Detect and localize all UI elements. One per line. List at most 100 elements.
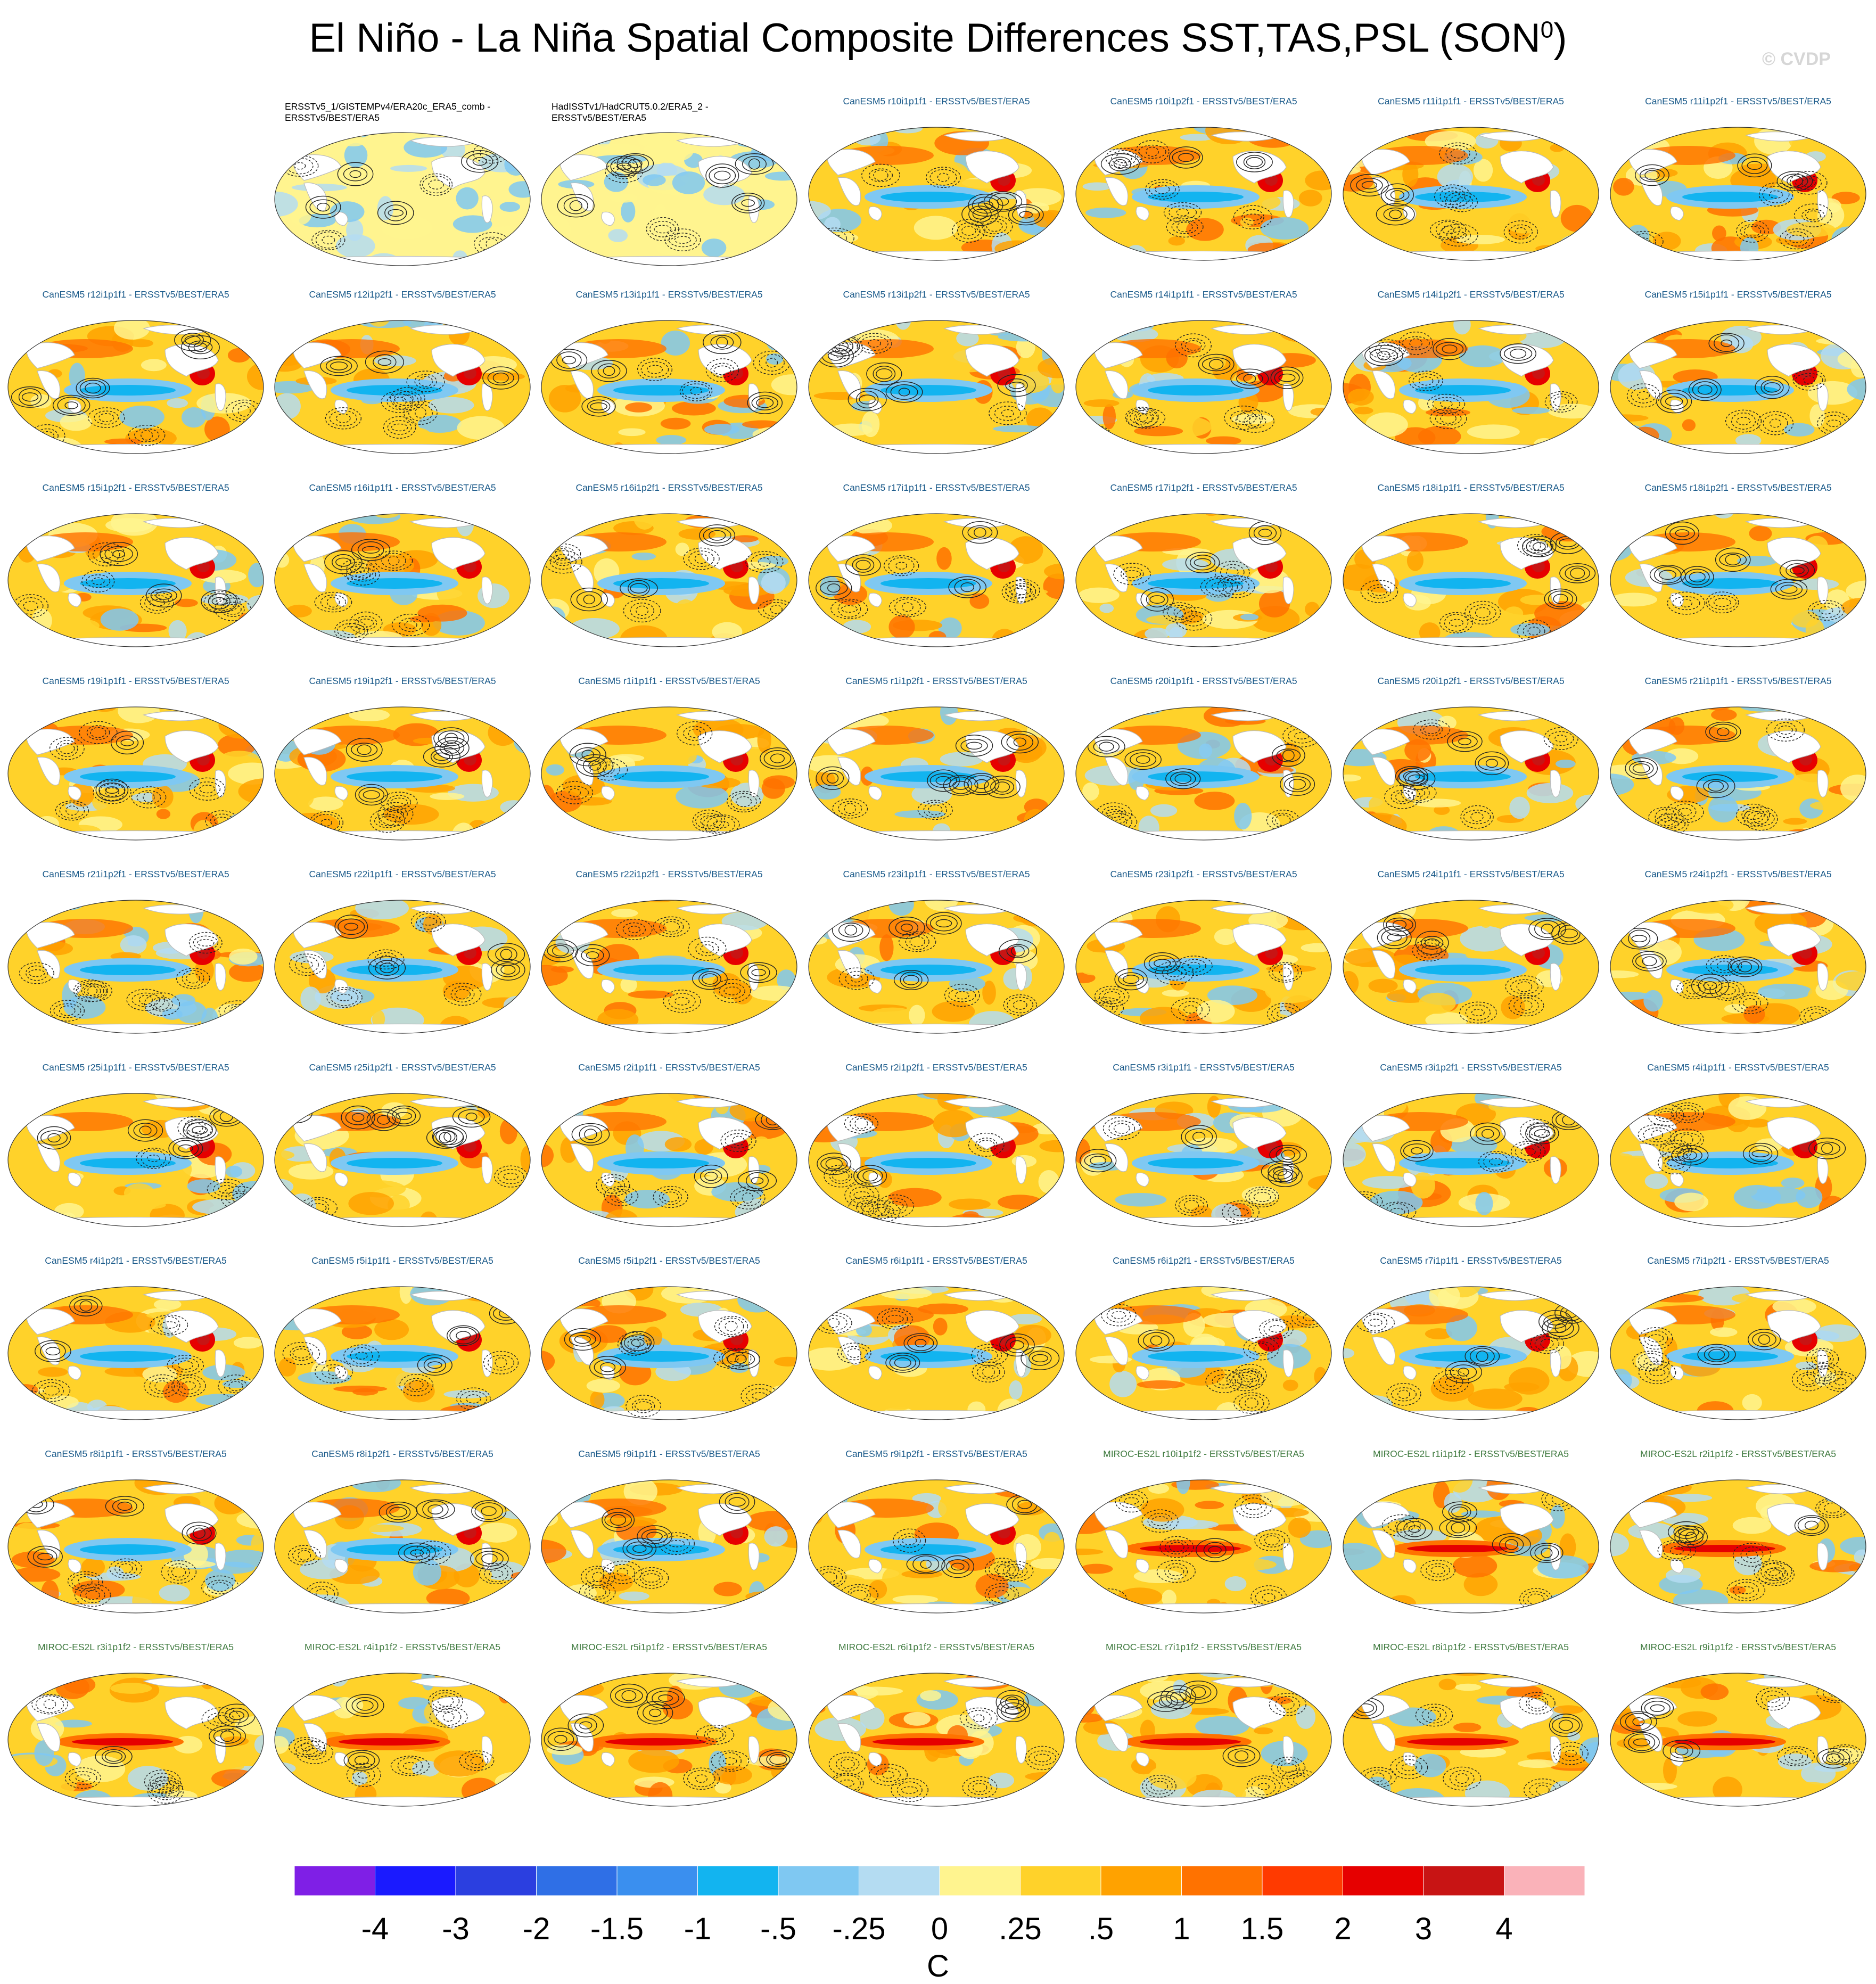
panel-title: CanESM5 r20i1p1f1 - ERSSTv5/BEST/ERA5 <box>1110 676 1297 686</box>
panel-title: CanESM5 r10i1p2f1 - ERSSTv5/BEST/ERA5 <box>1110 96 1297 106</box>
robinson-map <box>7 1093 264 1227</box>
colorbar-tick-label: -4 <box>361 1912 389 1946</box>
panel-title: CanESM5 r15i1p2f1 - ERSSTv5/BEST/ERA5 <box>42 482 229 493</box>
panel-title: CanESM5 r21i1p2f1 - ERSSTv5/BEST/ERA5 <box>42 869 229 879</box>
map-panel: CanESM5 r12i1p1f1 - ERSSTv5/BEST/ERA5 <box>5 289 266 475</box>
robinson-map <box>1075 1093 1332 1227</box>
map-panel: CanESM5 r14i1p2f1 - ERSSTv5/BEST/ERA5 <box>1340 289 1601 475</box>
map-panel: MIROC-ES2L r6i1p1f2 - ERSSTv5/BEST/ERA5 <box>806 1642 1067 1828</box>
map-panel: CanESM5 r7i1p2f1 - ERSSTv5/BEST/ERA5 <box>1608 1255 1869 1442</box>
panel-title: CanESM5 r17i1p1f1 - ERSSTv5/BEST/ERA5 <box>843 482 1030 493</box>
panel-title: CanESM5 r25i1p1f1 - ERSSTv5/BEST/ERA5 <box>42 1062 229 1073</box>
robinson-map <box>808 1093 1065 1227</box>
map-panel: CanESM5 r6i1p1f1 - ERSSTv5/BEST/ERA5 <box>806 1255 1067 1442</box>
panel-title: CanESM5 r7i1p2f1 - ERSSTv5/BEST/ERA5 <box>1647 1255 1829 1266</box>
robinson-map <box>808 1673 1065 1807</box>
robinson-map <box>274 706 531 841</box>
robinson-map <box>541 1479 797 1613</box>
map-panel: CanESM5 r22i1p2f1 - ERSSTv5/BEST/ERA5 <box>539 869 800 1055</box>
colorbar-units: C <box>927 1949 949 1983</box>
map-panel: CanESM5 r24i1p2f1 - ERSSTv5/BEST/ERA5 <box>1608 869 1869 1055</box>
map-panel: CanESM5 r17i1p1f1 - ERSSTv5/BEST/ERA5 <box>806 482 1067 669</box>
colorbar-swatch <box>1100 1866 1182 1896</box>
map-panel: CanESM5 r1i1p2f1 - ERSSTv5/BEST/ERA5 <box>806 676 1067 862</box>
robinson-map <box>541 1286 797 1420</box>
panel-title: CanESM5 r23i1p2f1 - ERSSTv5/BEST/ERA5 <box>1110 869 1297 879</box>
panel-title: CanESM5 r6i1p1f1 - ERSSTv5/BEST/ERA5 <box>845 1255 1027 1266</box>
map-panel: HadISSTv1/HadCRUT5.0.2/ERA5_2 - ERSSTv5/… <box>539 101 800 287</box>
map-panel: CanESM5 r12i1p2f1 - ERSSTv5/BEST/ERA5 <box>272 289 533 475</box>
map-panel: CanESM5 r16i1p2f1 - ERSSTv5/BEST/ERA5 <box>539 482 800 669</box>
panel-title: CanESM5 r8i1p1f1 - ERSSTv5/BEST/ERA5 <box>45 1448 227 1459</box>
map-panel: CanESM5 r3i1p1f1 - ERSSTv5/BEST/ERA5 <box>1073 1062 1334 1248</box>
map-panel: CanESM5 r11i1p1f1 - ERSSTv5/BEST/ERA5 <box>1340 96 1601 282</box>
map-panel: CanESM5 r21i1p1f1 - ERSSTv5/BEST/ERA5 <box>1608 676 1869 862</box>
panel-title: CanESM5 r22i1p1f1 - ERSSTv5/BEST/ERA5 <box>309 869 496 879</box>
panel-title: CanESM5 r3i1p1f1 - ERSSTv5/BEST/ERA5 <box>1113 1062 1295 1073</box>
panel-title: MIROC-ES2L r6i1p1f2 - ERSSTv5/BEST/ERA5 <box>838 1642 1034 1652</box>
robinson-map <box>1343 900 1599 1034</box>
robinson-map <box>1610 706 1866 841</box>
copyright-label: © CVDP <box>1762 49 1831 69</box>
colorbar-tick-label: 2 <box>1334 1912 1352 1946</box>
robinson-map <box>1610 1093 1866 1227</box>
colorbar-tick-label: -2 <box>522 1912 550 1946</box>
robinson-map <box>1343 513 1599 647</box>
map-panel: CanESM5 r20i1p1f1 - ERSSTv5/BEST/ERA5 <box>1073 676 1334 862</box>
map-panel: CanESM5 r2i1p2f1 - ERSSTv5/BEST/ERA5 <box>806 1062 1067 1248</box>
panel-title: CanESM5 r1i1p2f1 - ERSSTv5/BEST/ERA5 <box>845 676 1027 686</box>
map-panel: CanESM5 r8i1p1f1 - ERSSTv5/BEST/ERA5 <box>5 1448 266 1635</box>
robinson-map <box>1343 1673 1599 1807</box>
panel-title: CanESM5 r21i1p1f1 - ERSSTv5/BEST/ERA5 <box>1644 676 1832 686</box>
robinson-map <box>274 513 531 647</box>
title-text: El Niño - La Niña Spatial Composite Diff… <box>309 15 1541 61</box>
panel-title: HadISSTv1/HadCRUT5.0.2/ERA5_2 - ERSSTv5/… <box>552 101 709 123</box>
map-panel: CanESM5 r6i1p2f1 - ERSSTv5/BEST/ERA5 <box>1073 1255 1334 1442</box>
panel-title: CanESM5 r16i1p2f1 - ERSSTv5/BEST/ERA5 <box>575 482 763 493</box>
panel-title: CanESM5 r22i1p2f1 - ERSSTv5/BEST/ERA5 <box>575 869 763 879</box>
robinson-map <box>274 1286 531 1420</box>
map-panel: MIROC-ES2L r10i1p1f2 - ERSSTv5/BEST/ERA5 <box>1073 1448 1334 1635</box>
robinson-map <box>1075 706 1332 841</box>
map-panel: CanESM5 r24i1p1f1 - ERSSTv5/BEST/ERA5 <box>1340 869 1601 1055</box>
robinson-map <box>541 1093 797 1227</box>
map-panel: CanESM5 r3i1p2f1 - ERSSTv5/BEST/ERA5 <box>1340 1062 1601 1248</box>
robinson-map <box>1075 127 1332 261</box>
robinson-map <box>274 320 531 454</box>
map-panel: CanESM5 r9i1p2f1 - ERSSTv5/BEST/ERA5 <box>806 1448 1067 1635</box>
robinson-map <box>1610 513 1866 647</box>
map-panel: MIROC-ES2L r4i1p1f2 - ERSSTv5/BEST/ERA5 <box>272 1642 533 1828</box>
colorbar-tick-label: -1.5 <box>590 1912 644 1946</box>
robinson-map <box>1343 320 1599 454</box>
panel-title: CanESM5 r5i1p1f1 - ERSSTv5/BEST/ERA5 <box>311 1255 493 1266</box>
robinson-map <box>541 320 797 454</box>
panel-title: CanESM5 r23i1p1f1 - ERSSTv5/BEST/ERA5 <box>843 869 1030 879</box>
map-panel: CanESM5 r4i1p2f1 - ERSSTv5/BEST/ERA5 <box>5 1255 266 1442</box>
robinson-map <box>1343 127 1599 261</box>
map-panel: MIROC-ES2L r5i1p1f2 - ERSSTv5/BEST/ERA5 <box>539 1642 800 1828</box>
robinson-map <box>7 1479 264 1613</box>
colorbar-swatch <box>778 1866 859 1896</box>
map-panel: ERSSTv5_1/GISTEMPv4/ERA20c_ERA5_comb - E… <box>272 101 533 287</box>
figure-title: El Niño - La Niña Spatial Composite Diff… <box>0 15 1876 61</box>
colorbar-swatch <box>697 1866 779 1896</box>
colorbar-swatch <box>536 1866 618 1896</box>
robinson-map <box>808 1479 1065 1613</box>
robinson-map <box>808 706 1065 841</box>
map-panel: MIROC-ES2L r2i1p1f2 - ERSSTv5/BEST/ERA5 <box>1608 1448 1869 1635</box>
panel-title: CanESM5 r1i1p1f1 - ERSSTv5/BEST/ERA5 <box>578 676 760 686</box>
colorbar-swatch <box>1020 1866 1101 1896</box>
colorbar <box>294 1866 1585 1896</box>
robinson-map <box>7 1286 264 1420</box>
map-panel: CanESM5 r13i1p2f1 - ERSSTv5/BEST/ERA5 <box>806 289 1067 475</box>
robinson-map <box>808 513 1065 647</box>
map-panel: CanESM5 r1i1p1f1 - ERSSTv5/BEST/ERA5 <box>539 676 800 862</box>
title-suffix: ) <box>1553 15 1567 61</box>
panel-title: CanESM5 r24i1p1f1 - ERSSTv5/BEST/ERA5 <box>1377 869 1565 879</box>
map-panel: CanESM5 r10i1p1f1 - ERSSTv5/BEST/ERA5 <box>806 96 1067 282</box>
panel-title: MIROC-ES2L r5i1p1f2 - ERSSTv5/BEST/ERA5 <box>571 1642 767 1652</box>
robinson-map <box>1610 1479 1866 1613</box>
map-panel: CanESM5 r10i1p2f1 - ERSSTv5/BEST/ERA5 <box>1073 96 1334 282</box>
colorbar-tick-label: 1 <box>1173 1912 1190 1946</box>
panel-title: CanESM5 r4i1p2f1 - ERSSTv5/BEST/ERA5 <box>45 1255 227 1266</box>
